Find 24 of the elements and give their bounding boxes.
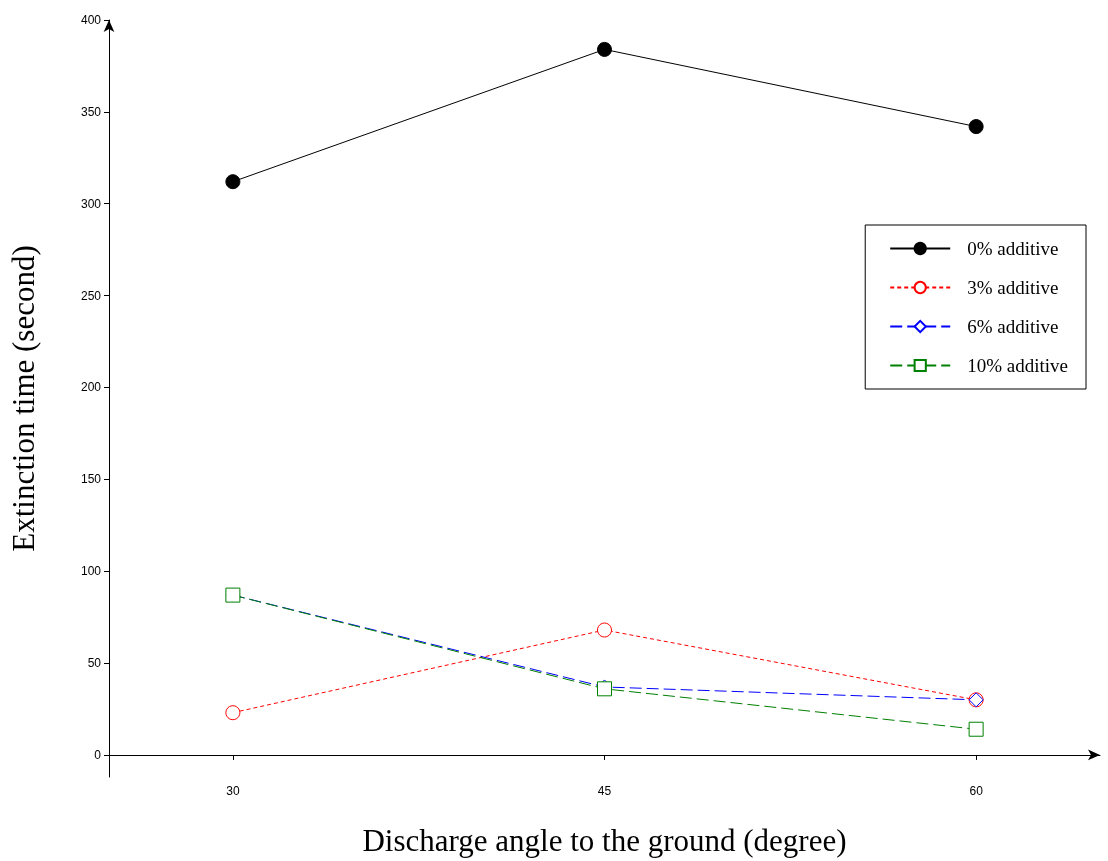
legend-label: 10% additive <box>967 355 1068 376</box>
x-tick-label: 45 <box>597 784 612 798</box>
x-tick-label: 60 <box>969 784 984 798</box>
x-axis-title: Discharge angle to the ground (degree) <box>362 823 847 858</box>
y-tick-label: 50 <box>87 656 102 671</box>
x-tick-label: 30 <box>226 784 240 798</box>
legend-label: 3% additive <box>967 277 1059 298</box>
y-tick-label: 200 <box>80 380 102 395</box>
y-tick-label: 100 <box>80 564 102 579</box>
point <box>225 705 241 721</box>
legend-label: 0% additive <box>967 238 1059 259</box>
y-axis-title: Extinction time (second) <box>6 245 41 552</box>
y-tick-label: 150 <box>80 472 102 487</box>
y-tick-label: 250 <box>80 288 102 303</box>
point <box>597 41 612 57</box>
y-tick-label: 300 <box>80 196 102 211</box>
y-tick-label: 350 <box>80 104 102 119</box>
point <box>968 119 984 135</box>
legend-label: 6% additive <box>967 316 1059 337</box>
point <box>968 721 984 737</box>
y-tick-label: 0 <box>94 747 102 762</box>
y-tick-label: 400 <box>80 13 102 27</box>
point <box>225 174 241 190</box>
point <box>597 622 612 638</box>
